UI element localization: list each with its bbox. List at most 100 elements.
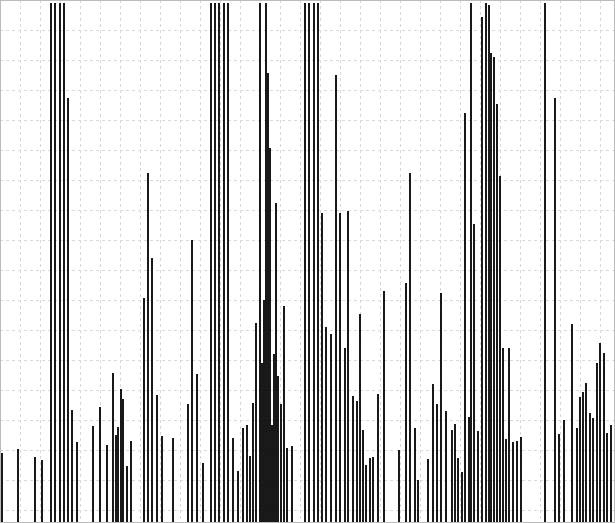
bar-71 [362,430,364,523]
bar-41 [252,403,254,523]
bar-107 [516,441,518,523]
bar-115 [579,397,581,523]
bar-13 [106,445,108,523]
bar-24 [156,395,158,523]
bar-69 [356,401,358,523]
bar-81 [417,480,419,523]
bar-120 [596,363,598,523]
bar-75 [377,394,379,523]
bar-74 [372,457,374,523]
bar-18 [122,399,124,523]
bar-5 [54,3,56,523]
bar-54 [283,306,285,523]
bar-12 [99,407,101,523]
bar-94 [473,224,475,523]
bar-79 [409,173,411,523]
bar-114 [576,428,578,523]
bar-104 [505,439,507,523]
bar-106 [512,442,514,523]
bar-27 [187,404,189,523]
bar-38 [242,428,244,523]
bar-7 [63,3,65,523]
bar-34 [223,3,225,523]
bar-90 [461,472,463,523]
bar-99 [490,53,492,523]
bar-37 [237,471,239,523]
bar-78 [405,283,407,523]
bar-57 [304,3,306,523]
bar-65 [339,213,341,523]
bar-68 [352,396,354,523]
bar-72 [365,465,367,523]
bar-70 [359,314,361,523]
bar-43 [259,3,261,523]
bar-63 [330,334,332,523]
bar-111 [558,434,560,523]
bar-58 [308,3,310,523]
bar-102 [499,176,501,523]
bar-112 [563,420,565,523]
bar-20 [130,441,132,523]
bar-17 [120,389,122,523]
bar-108 [520,437,522,523]
bar-91 [464,113,466,523]
bar-21 [143,298,145,523]
bar-40 [249,456,251,523]
bar-110 [554,98,556,523]
bar-6 [59,3,61,523]
bar-10 [76,442,78,523]
bar-55 [286,448,288,523]
bar-25 [161,436,163,523]
bar-39 [246,425,248,523]
bar-42 [255,323,257,523]
bar-124 [610,425,612,523]
bar-22 [147,173,149,523]
bar-83 [432,384,434,523]
bar-73 [369,458,371,523]
bar-113 [571,324,573,523]
bar-50 [273,354,275,523]
bar-64 [335,75,337,523]
bar-36 [232,438,234,523]
bar-8 [67,98,69,523]
bar-118 [589,413,591,523]
bar-1 [17,449,19,523]
bar-31 [210,3,212,523]
bar-19 [126,466,128,523]
bar-9 [71,410,73,523]
bar-series [1,3,612,523]
bar-47 [267,73,269,523]
bar-60 [317,3,319,523]
bar-123 [606,433,608,523]
bar-29 [196,374,198,523]
bar-2 [34,457,36,523]
bar-26 [172,438,174,523]
bar-61 [321,213,323,523]
bar-93 [470,3,472,523]
bar-35 [227,3,229,523]
bar-46 [265,3,267,523]
bar-82 [427,459,429,523]
bar-116 [582,392,584,523]
bar-92 [468,417,470,523]
bar-0 [1,453,3,523]
bar-4 [50,3,52,523]
bar-45 [263,300,265,523]
bar-122 [603,353,605,523]
bar-14 [112,373,114,523]
bar-87 [451,430,453,523]
bar-109 [544,3,546,523]
bar-86 [445,411,447,523]
bar-66 [344,348,346,523]
bar-84 [436,404,438,523]
bar-51 [275,203,277,523]
bar-121 [599,343,601,523]
bar-59 [313,3,315,523]
bar-33 [218,3,220,523]
bar-95 [477,431,479,523]
bar-56 [291,446,293,523]
bar-76 [383,291,385,523]
bar-103 [502,348,504,523]
